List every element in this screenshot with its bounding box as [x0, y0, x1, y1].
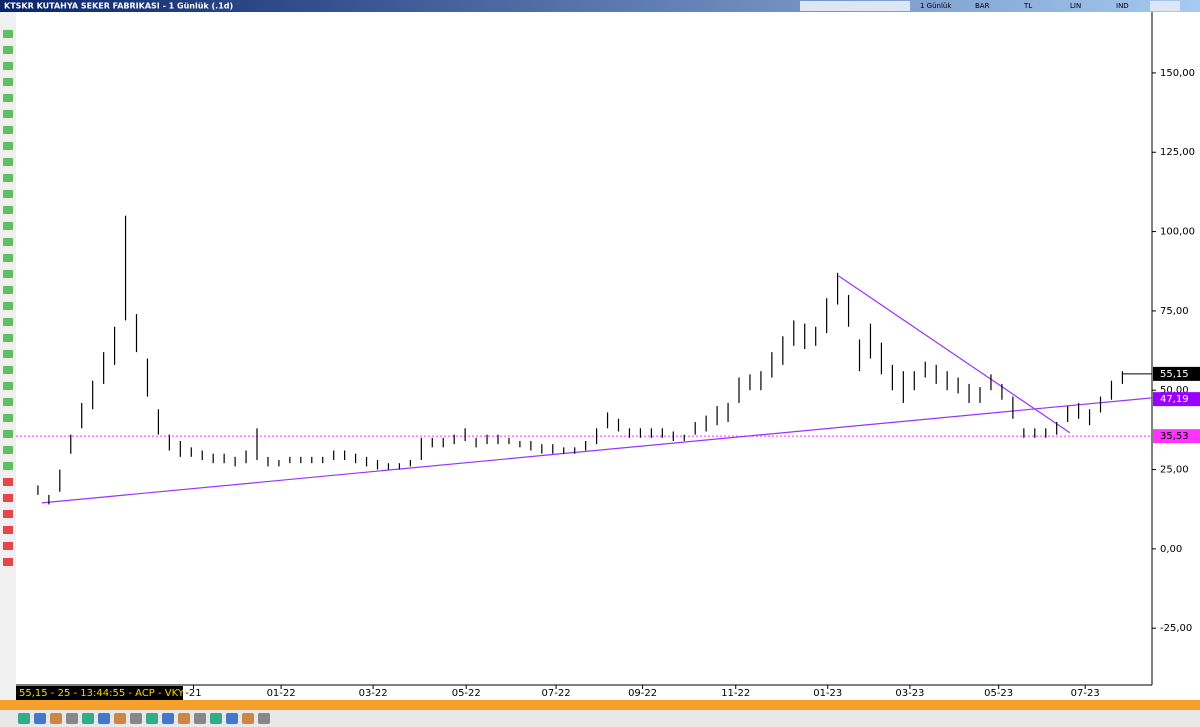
- tool-icon: [50, 713, 62, 724]
- tool-icon: [258, 713, 270, 724]
- tool-icon: [3, 222, 13, 230]
- tool-icon: [3, 414, 13, 422]
- tool-icon: [3, 382, 13, 390]
- tool-icon: [3, 254, 13, 262]
- tool-icon: [3, 366, 13, 374]
- toolbar-item[interactable]: 1 Günlük: [920, 2, 952, 10]
- y-tick-label: 100,00: [1160, 227, 1195, 238]
- status-text: 55,15 - 25 - 13:44:55 - ACP - VKY: [19, 688, 185, 699]
- tool-icon: [3, 350, 13, 358]
- tool-icon: [3, 478, 13, 486]
- tool-icon: [3, 142, 13, 150]
- tool-icon: [226, 713, 238, 724]
- tool-icon: [3, 526, 13, 534]
- tool-icon: [3, 286, 13, 294]
- y-tick-label: 50,00: [1160, 385, 1189, 396]
- y-tick-label: 25,00: [1160, 465, 1189, 476]
- tool-icon: [3, 334, 13, 342]
- tool-icon: [3, 558, 13, 566]
- x-tick-label: 01-22: [267, 688, 296, 699]
- price-label-box: [1153, 392, 1200, 407]
- tool-icon: [3, 398, 13, 406]
- y-tick-label: 125,00: [1160, 147, 1195, 158]
- tool-icon: [3, 30, 13, 38]
- tool-icon: [3, 270, 13, 278]
- tool-icon: [162, 713, 174, 724]
- tool-icon: [3, 542, 13, 550]
- window-buttons[interactable]: [1150, 1, 1180, 11]
- tool-icon: [3, 430, 13, 438]
- tool-icon: [3, 446, 13, 454]
- x-tick-label: 07-22: [542, 688, 571, 699]
- status-box: [16, 686, 183, 700]
- tool-icon: [34, 713, 46, 724]
- x-tick-label: 03-23: [895, 688, 924, 699]
- tool-icon: [210, 713, 222, 724]
- price-label-box: [1153, 429, 1200, 444]
- tool-icon: [3, 46, 13, 54]
- tool-icon: [146, 713, 158, 724]
- toolbar-icons[interactable]: [800, 1, 910, 11]
- toolbar-item[interactable]: BAR: [975, 2, 990, 10]
- tool-icon: [3, 462, 13, 470]
- tool-icon: [3, 110, 13, 118]
- tool-icon: [194, 713, 206, 724]
- tool-icon: [3, 494, 13, 502]
- bottom-toolbar: [0, 710, 1200, 727]
- tool-icon: [3, 206, 13, 214]
- price-label: 35,53: [1160, 431, 1189, 442]
- tool-icon: [3, 510, 13, 518]
- toolbar-item[interactable]: IND: [1116, 2, 1129, 10]
- window-title: KTSKR KUTAHYA SEKER FABRIKASI - 1 Günlük…: [4, 2, 233, 11]
- tool-icon: [3, 318, 13, 326]
- price-label: 47,19: [1160, 394, 1189, 405]
- price-label: 55,15: [1160, 369, 1189, 380]
- trendline: [41, 397, 1153, 504]
- tool-icon: [18, 713, 30, 724]
- x-tick-label: 05-22: [452, 688, 481, 699]
- tool-icon: [98, 713, 110, 724]
- x-tick-label: 03-22: [359, 688, 388, 699]
- toolbar-item[interactable]: LIN: [1070, 2, 1081, 10]
- tool-icon: [3, 302, 13, 310]
- tool-icon: [66, 713, 78, 724]
- trendline: [838, 275, 1071, 434]
- y-tick-label: 0,00: [1160, 544, 1182, 555]
- x-tick-label: 05-23: [984, 688, 1013, 699]
- toolbar-item[interactable]: TL: [1023, 2, 1032, 10]
- scroll-bar[interactable]: [0, 700, 1200, 710]
- tool-icon: [3, 190, 13, 198]
- tool-icon: [3, 94, 13, 102]
- tool-icon: [242, 713, 254, 724]
- x-tick-label: 09-22: [628, 688, 657, 699]
- y-tick-label: 75,00: [1160, 306, 1189, 317]
- y-tick-label: -25,00: [1160, 623, 1192, 634]
- tool-icon: [178, 713, 190, 724]
- tool-icon: [3, 174, 13, 182]
- price-label-box: [1153, 366, 1200, 381]
- x-tick-label: -21: [185, 688, 201, 699]
- tool-icon: [3, 126, 13, 134]
- x-tick-label: 01-23: [813, 688, 842, 699]
- tool-icon: [82, 713, 94, 724]
- tool-icon: [3, 238, 13, 246]
- tool-icon: [3, 62, 13, 70]
- tool-icon: [3, 158, 13, 166]
- bottom-icons[interactable]: [18, 713, 270, 724]
- x-tick-label: 11-22: [721, 688, 750, 699]
- tool-icon: [3, 78, 13, 86]
- x-tick-label: 07-23: [1071, 688, 1100, 699]
- tool-icon: [130, 713, 142, 724]
- tool-icons: [3, 30, 13, 566]
- y-tick-label: 150,00: [1160, 68, 1195, 79]
- tool-icon: [114, 713, 126, 724]
